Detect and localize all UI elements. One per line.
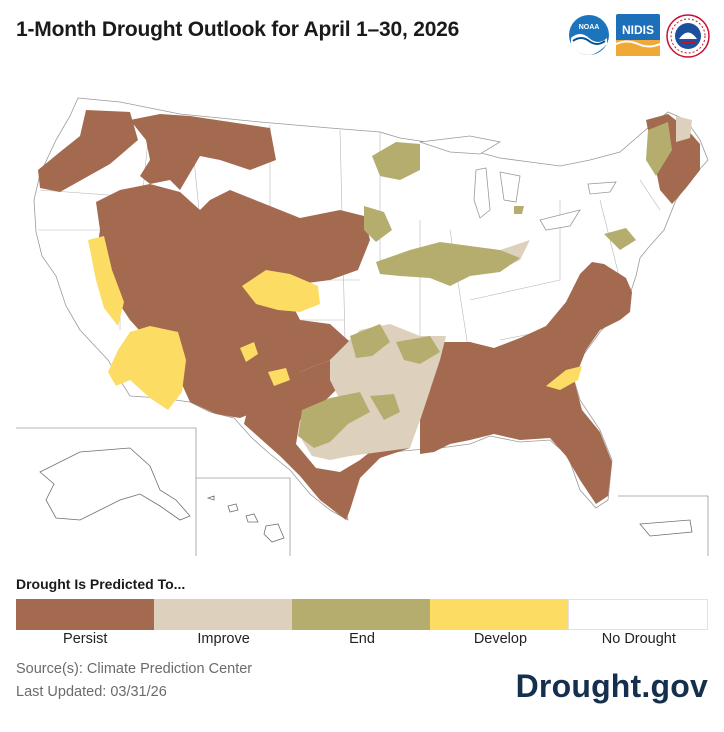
legend-title: Drought Is Predicted To... xyxy=(16,576,186,592)
legend-labels: Persist Improve End Develop No Drought xyxy=(16,631,708,647)
legend-swatch-develop xyxy=(430,599,568,630)
develop-areas xyxy=(88,236,582,410)
svg-text:NOAA: NOAA xyxy=(579,24,600,31)
legend-label-develop: Develop xyxy=(473,631,528,647)
legend-label-end: End xyxy=(349,631,375,647)
source-text: Source(s): Climate Prediction Center xyxy=(16,661,253,677)
alaska-inset xyxy=(16,427,197,556)
legend-bar xyxy=(16,599,708,630)
page-title: 1-Month Drought Outlook for April 1–30, … xyxy=(16,18,460,41)
drought-gov-logo[interactable]: Drought.gov xyxy=(515,668,708,704)
legend-label-improve: Improve xyxy=(197,631,250,647)
legend-label-persist: Persist xyxy=(63,631,108,647)
legend-swatch-improve xyxy=(154,599,292,630)
legend-swatch-end xyxy=(292,599,430,630)
legend-swatch-no-drought xyxy=(568,599,708,630)
svg-text:NIDIS: NIDIS xyxy=(622,23,654,37)
noaa-logo[interactable]: NOAA xyxy=(568,14,610,56)
great-lakes xyxy=(419,135,617,231)
end-areas xyxy=(298,122,672,448)
partner-logos: NOAA NIDIS xyxy=(566,12,716,58)
nws-logo[interactable] xyxy=(666,14,710,58)
puerto-rico-inset xyxy=(618,495,709,556)
drought-outlook-map xyxy=(16,97,709,556)
nidis-logo[interactable]: NIDIS xyxy=(616,14,660,56)
last-updated-text: Last Updated: 03/31/26 xyxy=(16,684,167,700)
legend-label-no-drought: No Drought xyxy=(601,631,676,647)
legend-swatch-persist xyxy=(16,599,154,630)
hawaii-inset xyxy=(196,477,291,556)
